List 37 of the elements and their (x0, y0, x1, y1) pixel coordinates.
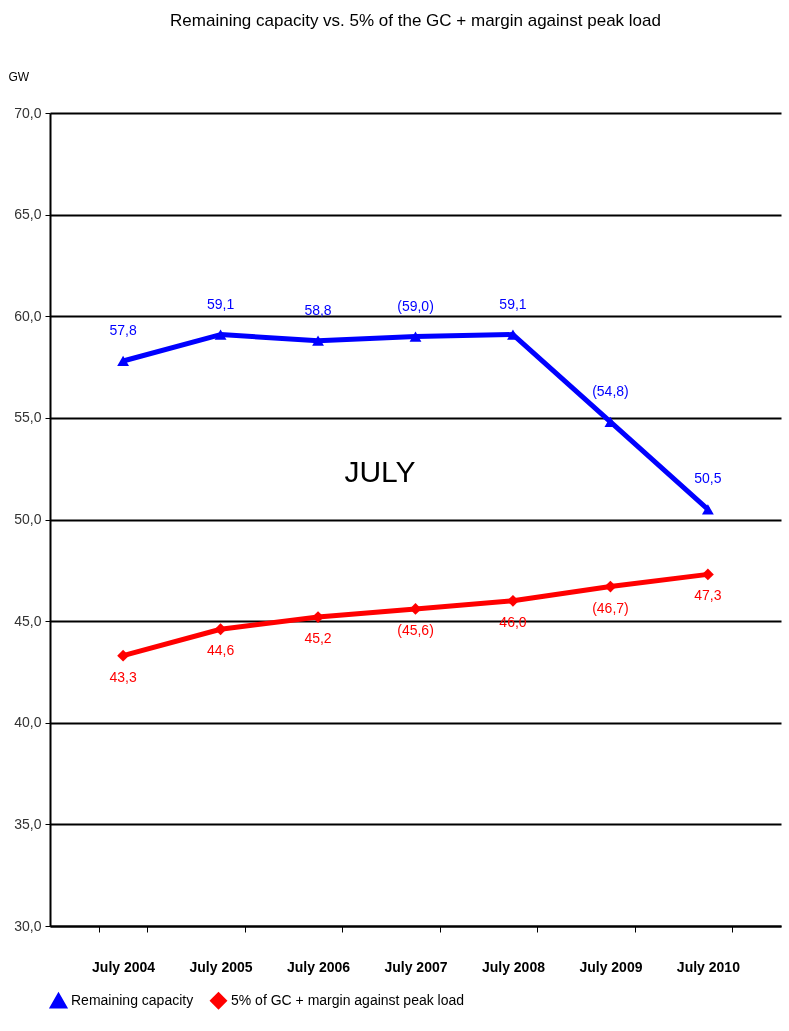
annotation: JULY (344, 455, 416, 488)
data-label: 58,8 (304, 301, 332, 318)
x-tick-label: July 2005 (189, 958, 253, 975)
point (117, 355, 130, 367)
data-label: 59,1 (206, 295, 235, 312)
data-label: 47,3 (694, 587, 722, 604)
y-tick-label: 50,0 (14, 511, 42, 527)
y-tick-label: 60,0 (14, 307, 42, 324)
y-tick-label: 70,0 (14, 104, 42, 121)
y-tick-label: 35,0 (14, 815, 42, 832)
legend-label: Remaining capacity (71, 992, 194, 1009)
legend-label: 5% of GC + margin against peak load (231, 991, 465, 1008)
data-label: (54,8) (592, 382, 629, 399)
point (117, 649, 130, 662)
data-label: (59,0) (397, 297, 434, 314)
data-label: 44,6 (206, 642, 235, 659)
point (701, 504, 714, 515)
y-tick-label: 40,0 (14, 714, 42, 731)
data-label: 59,1 (499, 295, 527, 312)
y-tick-label: 55,0 (14, 409, 42, 426)
y-tick-label: 45,0 (14, 612, 42, 629)
x-tick-label: July 2004 (92, 958, 156, 975)
y-tick-label: 65,0 (14, 206, 42, 223)
data-label: 45,2 (304, 630, 332, 647)
x-tick-label: July 2008 (481, 958, 546, 975)
data-label: 43,3 (109, 668, 137, 685)
x-tick-label: July 2009 (579, 958, 643, 975)
chart-title: Remaining capacity vs. 5% of the GC + margin against peak load (170, 11, 661, 30)
y-axis-title: GW (8, 69, 30, 84)
data-label: 57,8 (109, 321, 137, 338)
data-label: (46,7) (592, 599, 629, 616)
x-tick-label: July 2007 (384, 958, 448, 975)
data-label: (45,6) (397, 621, 434, 638)
x-tick-label: July 2006 (287, 958, 351, 975)
data-label: 50,5 (694, 470, 722, 487)
y-tick-label: 30,0 (14, 917, 42, 934)
x-tick-label: July 2010 (676, 958, 741, 975)
